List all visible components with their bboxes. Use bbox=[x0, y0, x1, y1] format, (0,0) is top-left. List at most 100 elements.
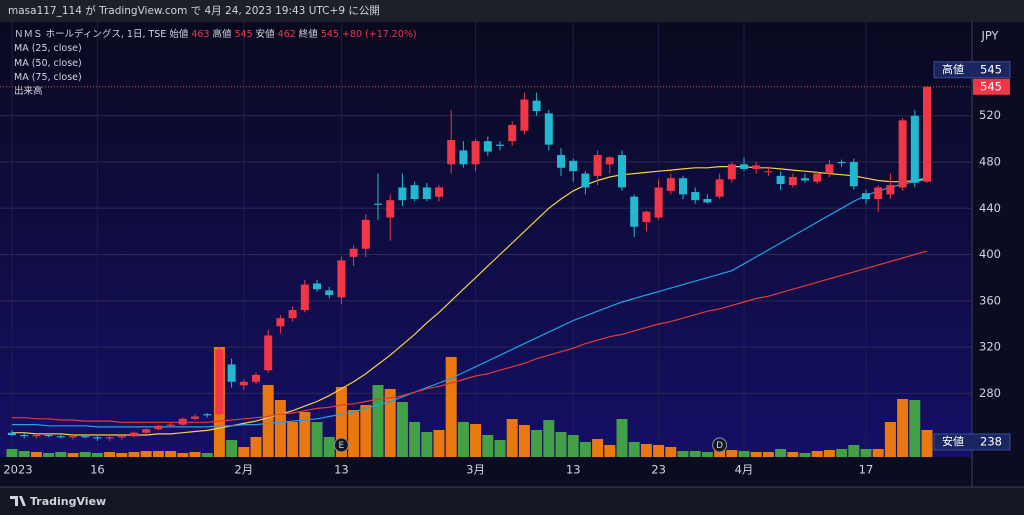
volume-bar bbox=[531, 430, 543, 457]
candle-body bbox=[32, 435, 41, 437]
candle-body bbox=[435, 187, 443, 197]
volume-bar bbox=[823, 450, 835, 457]
candle-body bbox=[642, 211, 651, 223]
x-tick-label: 16 bbox=[90, 463, 105, 477]
ohlc-label: 高値 bbox=[212, 29, 232, 40]
volume-bar bbox=[897, 399, 909, 457]
volume-bar bbox=[372, 385, 384, 457]
x-tick-label: 17 bbox=[859, 463, 874, 477]
event-label: D bbox=[716, 441, 723, 451]
indicator-name: MA (50, close) bbox=[14, 57, 82, 69]
volume-bar bbox=[775, 449, 787, 457]
legend: ＮＭＳ ホールディングス, 1日, TSE 始値 463 高値 545 安値 462 終値 54… bbox=[14, 28, 420, 99]
candle-body bbox=[410, 185, 419, 200]
candle-body bbox=[679, 178, 687, 195]
volume-bar bbox=[567, 435, 579, 457]
volume-bar bbox=[592, 439, 604, 457]
ohlc-value: 545 bbox=[320, 29, 339, 40]
y-tick-label: 400 bbox=[979, 247, 1001, 261]
volume-bar bbox=[726, 450, 738, 457]
x-tick-label: 2023 bbox=[3, 463, 32, 477]
volume-bar bbox=[348, 410, 360, 457]
volume-bar bbox=[921, 430, 933, 457]
candle-body bbox=[105, 437, 114, 439]
x-axis-bg bbox=[0, 457, 972, 487]
volume-bar bbox=[140, 451, 152, 457]
y-axis-bg bbox=[972, 22, 1024, 487]
title: ＮＭＳ ホールディングス, 1日, TSE bbox=[14, 29, 167, 40]
badge-label: 高値 bbox=[942, 62, 964, 76]
volume-bar bbox=[579, 442, 591, 457]
indicator-name: MA (75, close) bbox=[14, 71, 82, 83]
volume-bar bbox=[274, 400, 286, 457]
volume-bar bbox=[604, 445, 616, 457]
header: masa117_114 が TradingView.com で 4月 24, 2… bbox=[8, 4, 380, 17]
candle-body bbox=[191, 416, 199, 419]
candle-body bbox=[715, 179, 724, 197]
candle-body bbox=[178, 418, 187, 425]
candle-body bbox=[886, 185, 895, 195]
volume-bar bbox=[909, 400, 921, 457]
candle-body bbox=[898, 120, 907, 188]
volume-bar bbox=[665, 447, 677, 457]
candle-body bbox=[849, 161, 858, 187]
volume-bar bbox=[360, 405, 372, 457]
volume-bar bbox=[628, 442, 640, 457]
volume-bar bbox=[799, 453, 811, 457]
candle-body bbox=[801, 178, 809, 181]
candle-body bbox=[325, 290, 334, 296]
volume-bar bbox=[116, 453, 128, 457]
candle-body bbox=[239, 381, 248, 386]
candle-body bbox=[581, 173, 590, 188]
plot-bg bbox=[0, 22, 972, 457]
change: +80 (+17.20%) bbox=[341, 29, 417, 40]
price-badge bbox=[933, 433, 1011, 451]
y-tick-label: 520 bbox=[979, 108, 1001, 122]
volume-bar bbox=[543, 420, 555, 457]
candle-body bbox=[496, 144, 504, 146]
candle-body bbox=[520, 99, 529, 131]
top-bar bbox=[0, 0, 1024, 22]
x-tick-label: 23 bbox=[651, 463, 666, 477]
volume-bar bbox=[872, 449, 884, 457]
volume-bar bbox=[677, 451, 689, 457]
last-price-badge bbox=[973, 78, 1010, 95]
candle-body bbox=[313, 283, 321, 290]
candle-body bbox=[910, 115, 919, 183]
candle-body bbox=[532, 100, 541, 112]
candle-body bbox=[361, 219, 370, 249]
brand: TradingView bbox=[30, 495, 106, 508]
badge-label: 安値 bbox=[942, 434, 964, 448]
candle-body bbox=[727, 164, 736, 180]
volume-bar bbox=[640, 444, 652, 457]
ohlc-label: 終値 bbox=[298, 29, 318, 40]
x-tick-label: 4月 bbox=[735, 463, 754, 477]
badge-value: 238 bbox=[980, 434, 1002, 448]
candle-body bbox=[264, 335, 273, 371]
volume-bar bbox=[409, 422, 421, 457]
volume-bar bbox=[836, 449, 848, 457]
candle-body bbox=[422, 187, 431, 200]
volume-bar bbox=[43, 453, 55, 457]
candle-body bbox=[593, 155, 602, 176]
candle-body bbox=[386, 200, 395, 218]
volume-bar bbox=[104, 452, 116, 457]
volume-bar bbox=[457, 422, 469, 457]
candle-body bbox=[654, 187, 663, 218]
y-tick-label: 280 bbox=[979, 386, 1001, 400]
ohlc-value: 463 bbox=[191, 29, 210, 40]
volume-bar bbox=[750, 452, 762, 457]
ohlc-label: 安値 bbox=[255, 29, 275, 40]
candle-body bbox=[630, 196, 639, 227]
candle-body bbox=[544, 113, 553, 145]
x-tick-label: 3月 bbox=[466, 463, 485, 477]
volume-bar bbox=[250, 437, 262, 457]
candle-body bbox=[459, 150, 468, 165]
candle-body bbox=[569, 160, 578, 172]
y-tick-label: 440 bbox=[979, 201, 1001, 215]
volume-bar bbox=[384, 389, 396, 457]
candle-body bbox=[691, 192, 700, 201]
volume-bar bbox=[311, 422, 323, 457]
candle-body bbox=[252, 374, 260, 382]
